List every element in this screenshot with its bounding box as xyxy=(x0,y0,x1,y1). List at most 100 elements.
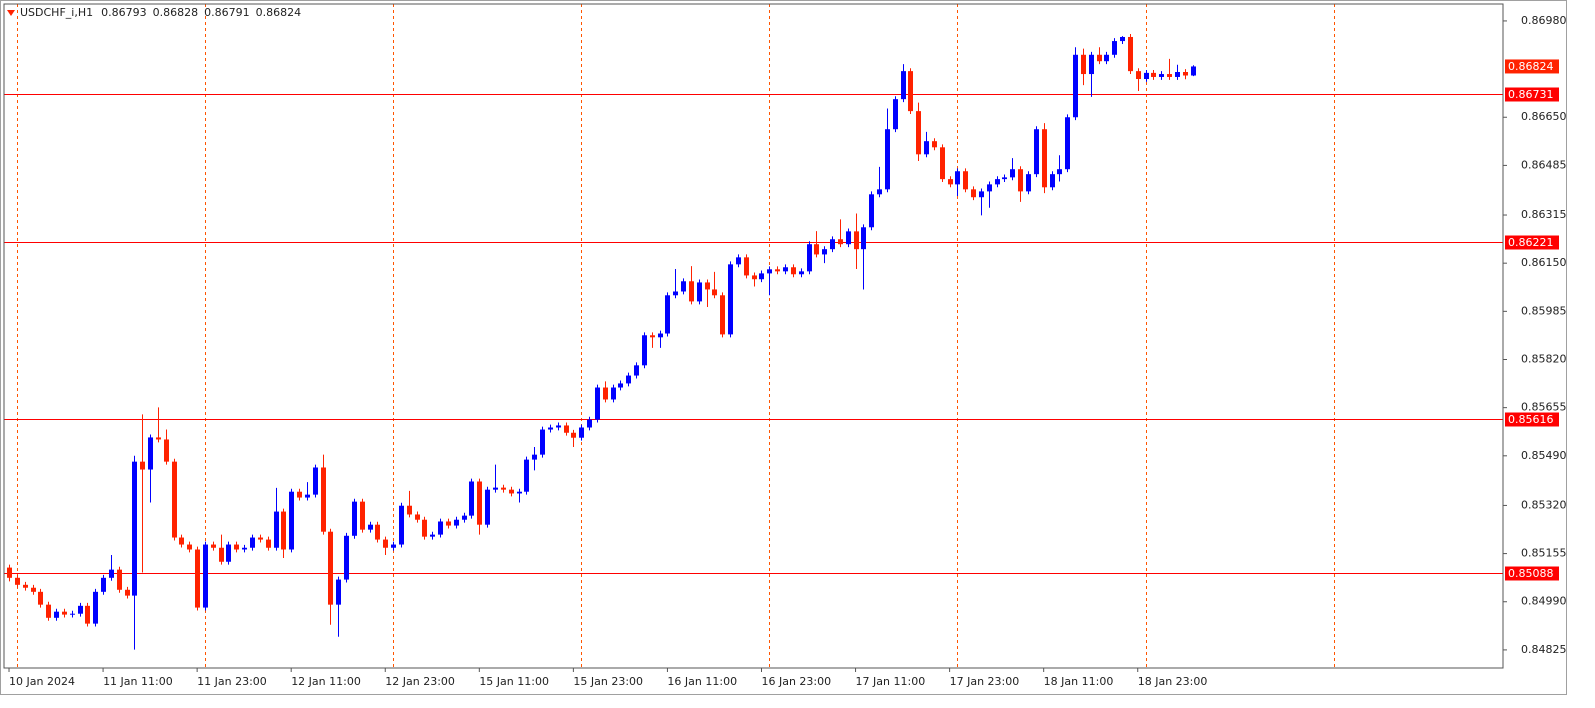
candle-body xyxy=(1167,74,1172,77)
axis-layer: 0.86980 0.86650 0.86485 0.86315 0.86150 0.859… xyxy=(3,3,1567,688)
candle-body xyxy=(564,425,569,433)
candle-body xyxy=(70,613,75,615)
y-tick-label: 0.86650 xyxy=(1521,110,1567,123)
candle-body xyxy=(101,577,106,592)
candle-body xyxy=(242,547,247,550)
candle-body xyxy=(595,387,600,420)
candle-body xyxy=(54,611,59,618)
candle-body xyxy=(775,269,780,272)
x-tick-label: 10 Jan 2024 xyxy=(9,675,75,688)
candle-body xyxy=(156,437,161,440)
candle-body xyxy=(78,605,83,614)
candle-layer xyxy=(7,34,1196,650)
candle-body xyxy=(924,141,929,155)
candle-body xyxy=(807,244,812,272)
y-tick-label: 0.85985 xyxy=(1521,304,1567,317)
y-tick-label: 0.86315 xyxy=(1521,208,1567,221)
candle-body xyxy=(885,129,890,190)
candle-body xyxy=(415,514,420,520)
candle-body xyxy=(336,579,341,605)
candle-body xyxy=(117,569,122,590)
candle-body xyxy=(955,171,960,185)
candle-body xyxy=(485,489,490,525)
x-tick-label: 12 Jan 11:00 xyxy=(291,675,361,688)
header-ohlc: 0.86793 xyxy=(101,6,147,19)
candle-body xyxy=(579,427,584,438)
candle-body xyxy=(399,505,404,545)
candle-body xyxy=(1057,169,1062,175)
candle-body xyxy=(916,111,921,155)
price-label-box xyxy=(1505,59,1559,74)
candle-body xyxy=(1042,129,1047,188)
candle-body xyxy=(736,257,741,265)
candle-body xyxy=(203,544,208,608)
candle-body xyxy=(462,515,467,520)
x-tick-label: 18 Jan 11:00 xyxy=(1044,675,1114,688)
candle-body xyxy=(877,189,882,195)
candle-body xyxy=(328,531,333,605)
candle-body xyxy=(759,273,764,280)
level-label: 0.85088 xyxy=(1508,567,1554,580)
x-tick-label: 15 Jan 23:00 xyxy=(573,675,643,688)
candle-body xyxy=(1081,54,1086,75)
candle-body xyxy=(391,544,396,548)
y-tick-label: 0.86980 xyxy=(1521,14,1567,27)
header-arrow xyxy=(7,10,15,16)
candle-body xyxy=(650,335,655,338)
candle-body xyxy=(1026,174,1031,192)
candle-body xyxy=(187,544,192,550)
candle-body xyxy=(1104,54,1109,62)
candle-body xyxy=(752,275,757,280)
candle-body xyxy=(658,333,663,338)
candle-body xyxy=(211,544,216,548)
candle-body xyxy=(791,267,796,275)
candle-body xyxy=(148,437,153,470)
candle-body xyxy=(987,184,992,192)
y-tick-label: 0.85155 xyxy=(1521,547,1567,560)
window-frame xyxy=(0,0,1567,695)
x-tick-label: 17 Jan 11:00 xyxy=(856,675,926,688)
candle-body xyxy=(1136,71,1141,80)
candle-body xyxy=(861,227,866,250)
candle-body xyxy=(7,567,12,578)
candle-body xyxy=(540,429,545,455)
symbol-label: USDCHF_i,H1 xyxy=(20,6,93,19)
candle-body xyxy=(23,584,28,588)
candle-body xyxy=(446,521,451,526)
candle-body xyxy=(31,587,36,592)
candle-body xyxy=(517,491,522,494)
x-tick-label: 11 Jan 11:00 xyxy=(103,675,173,688)
candle-body xyxy=(172,461,177,538)
candle-body xyxy=(1010,169,1015,178)
candle-body xyxy=(587,419,592,428)
level-label-box xyxy=(1505,87,1559,102)
level-label: 0.85616 xyxy=(1508,413,1554,426)
candle-body xyxy=(830,239,835,250)
x-tick-label: 16 Jan 23:00 xyxy=(761,675,831,688)
level-label: 0.86731 xyxy=(1508,88,1554,101)
candle-body xyxy=(164,439,169,462)
candle-body xyxy=(799,271,804,275)
candle-body xyxy=(995,179,1000,185)
candle-body xyxy=(313,467,318,495)
candle-body xyxy=(226,544,231,562)
candle-body xyxy=(720,295,725,335)
candle-body xyxy=(908,71,913,112)
candle-body xyxy=(179,537,184,545)
header-ohlc: 0.86791 xyxy=(204,6,250,19)
x-tick-label: 18 Jan 23:00 xyxy=(1138,675,1208,688)
candle-body xyxy=(93,591,98,624)
level-label-box xyxy=(1505,412,1559,427)
candle-body xyxy=(1112,41,1117,55)
candle-body xyxy=(15,577,20,585)
y-tick-label: 0.84990 xyxy=(1521,595,1567,608)
candle-body xyxy=(869,194,874,228)
candle-body xyxy=(838,239,843,245)
candle-body xyxy=(1191,66,1196,76)
candle-body xyxy=(665,295,670,334)
candle-body xyxy=(454,519,459,526)
candle-body xyxy=(281,511,286,550)
candle-body xyxy=(1175,72,1180,77)
